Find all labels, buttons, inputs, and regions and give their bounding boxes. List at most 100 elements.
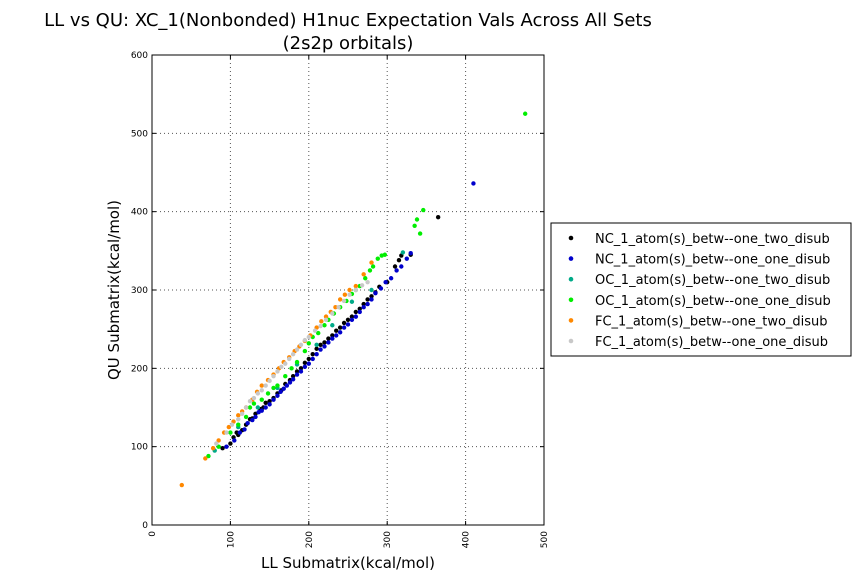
- legend-marker: [568, 276, 574, 282]
- data-point: [334, 328, 339, 333]
- data-point: [275, 369, 280, 374]
- data-point: [345, 317, 351, 322]
- data-point: [287, 356, 292, 362]
- data-point: [290, 352, 296, 357]
- y-tick-label: 400: [131, 208, 148, 218]
- data-point: [263, 400, 268, 405]
- data-point: [310, 356, 315, 362]
- data-point: [404, 256, 409, 261]
- data-point: [210, 446, 216, 451]
- data-point: [263, 383, 268, 388]
- legend-label: FC_1_atom(s)_betw--one_two_disub: [595, 314, 828, 329]
- y-tick-label: 100: [131, 443, 148, 453]
- data-point: [279, 364, 284, 369]
- y-tick-label: 500: [131, 129, 148, 139]
- data-point: [353, 314, 359, 319]
- data-point: [287, 380, 293, 385]
- data-point: [302, 337, 308, 343]
- y-tick-label: 600: [131, 51, 148, 61]
- y-tick-label: 0: [142, 521, 148, 531]
- data-point: [247, 399, 253, 404]
- data-point: [236, 422, 241, 427]
- data-point: [330, 333, 335, 338]
- data-point: [417, 231, 423, 236]
- data-point: [378, 286, 384, 291]
- chart-title: LL vs QU: XC_1(Nonbonded) H1nuc Expectat…: [44, 10, 652, 31]
- data-point: [349, 317, 355, 322]
- data-point: [353, 283, 359, 289]
- data-point: [298, 366, 304, 371]
- legend-marker: [568, 235, 574, 241]
- data-point: [318, 323, 323, 329]
- data-point: [323, 314, 329, 319]
- data-point: [228, 441, 233, 446]
- data-point: [314, 352, 319, 357]
- data-point: [284, 383, 290, 388]
- data-point: [375, 256, 380, 261]
- x-tick-label: 500: [540, 531, 550, 548]
- y-axis-label: QU Submatrix(kcal/mol): [105, 200, 123, 380]
- data-point: [214, 441, 219, 446]
- data-point: [341, 298, 347, 304]
- data-point: [271, 397, 276, 402]
- data-point: [294, 372, 300, 377]
- data-point: [359, 283, 365, 288]
- legend-label: FC_1_atom(s)_betw--one_one_disub: [595, 335, 828, 350]
- data-point: [310, 352, 315, 357]
- data-point: [326, 336, 331, 341]
- data-point: [271, 373, 276, 379]
- data-point: [365, 301, 370, 307]
- data-point: [357, 306, 362, 311]
- data-point: [347, 287, 352, 293]
- data-point: [275, 383, 280, 388]
- data-point: [334, 333, 339, 338]
- data-point: [396, 258, 402, 263]
- data-point: [388, 276, 394, 281]
- legend-label: NC_1_atom(s)_betw--one_one_disub: [595, 253, 830, 268]
- data-point: [369, 297, 374, 302]
- data-point: [255, 405, 261, 410]
- data-point: [267, 402, 272, 407]
- legend-marker: [568, 338, 574, 344]
- data-point: [353, 287, 359, 293]
- data-point: [312, 328, 318, 333]
- data-point: [337, 325, 343, 330]
- data-point: [306, 356, 311, 362]
- data-point: [259, 388, 264, 393]
- data-points: [179, 111, 528, 488]
- data-point: [383, 279, 388, 285]
- data-point: [337, 297, 343, 302]
- data-point: [278, 389, 283, 395]
- y-tick-label: 200: [131, 364, 148, 374]
- data-point: [228, 430, 233, 435]
- data-point: [322, 323, 327, 328]
- data-point: [259, 383, 264, 388]
- legend-label: NC_1_atom(s)_betw--one_two_disub: [595, 232, 830, 247]
- legend-label: OC_1_atom(s)_betw--one_two_disub: [595, 273, 830, 288]
- data-point: [242, 427, 247, 432]
- data-point: [294, 359, 300, 365]
- data-point: [236, 417, 241, 422]
- data-point: [216, 444, 221, 449]
- data-point: [253, 414, 258, 420]
- data-point: [369, 260, 374, 265]
- data-point: [361, 301, 366, 307]
- data-point: [283, 361, 288, 366]
- data-point: [330, 311, 335, 316]
- data-point: [394, 268, 399, 273]
- data-point: [322, 340, 327, 345]
- x-tick-label: 300: [383, 531, 393, 548]
- data-point: [179, 482, 184, 488]
- x-tick-label: 400: [462, 531, 472, 548]
- x-tick-label: 100: [226, 531, 236, 548]
- data-point: [247, 405, 253, 410]
- data-point: [345, 322, 351, 327]
- data-point: [347, 292, 352, 297]
- data-point: [290, 373, 296, 379]
- data-point: [382, 252, 388, 257]
- data-point: [220, 446, 225, 451]
- data-point: [336, 305, 341, 310]
- data-point: [294, 369, 300, 374]
- x-tick-label: 0: [148, 531, 158, 537]
- data-point: [323, 317, 329, 322]
